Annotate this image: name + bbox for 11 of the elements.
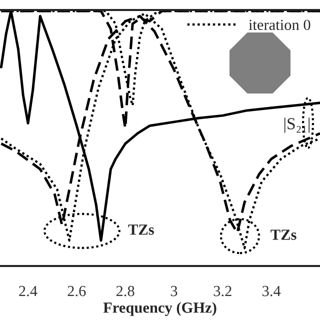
annotation: TZs [270,230,296,240]
x-tick-label: 3.2 [214,286,232,296]
x-axis-title: Frequency (GHz) [103,302,216,316]
annotation: |S₂₁| [284,118,310,133]
legend-label: iteration 0 [248,20,310,30]
annotation: TZs [128,224,154,235]
x-tick-label: 3 [170,286,178,296]
x-tick-label: 2.8 [116,286,134,296]
x-tick-label: 2.6 [68,286,86,296]
x-tick-label: 3.4 [262,286,281,296]
x-tick-label: 2.4 [19,286,38,296]
